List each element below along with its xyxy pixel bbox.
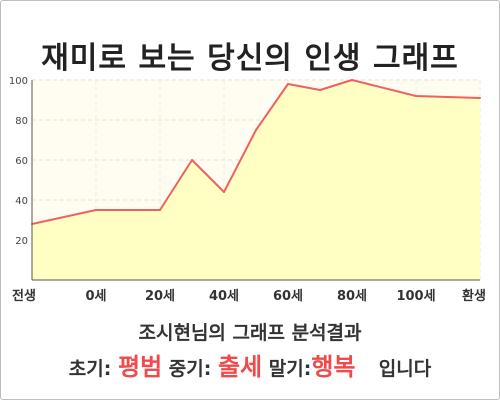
data-point xyxy=(159,209,161,211)
page-title: 재미로 보는 당신의 인생 그래프 xyxy=(41,41,459,76)
data-point xyxy=(319,89,321,91)
x-tick-label: 전생 xyxy=(12,288,36,304)
x-tick-label: 환생 xyxy=(462,288,486,304)
data-point xyxy=(223,191,225,193)
mid-label: 중기: xyxy=(168,358,212,380)
y-tick-label: 100 xyxy=(9,76,28,87)
y-tick-label: 40 xyxy=(15,196,28,207)
data-point xyxy=(479,97,481,99)
data-point xyxy=(447,96,449,98)
data-point xyxy=(95,209,97,211)
summary-suffix: 입니다 xyxy=(378,358,432,380)
late-value: 행복 xyxy=(311,353,356,381)
data-point xyxy=(255,129,257,131)
data-point xyxy=(351,79,353,81)
early-label: 초기: xyxy=(68,358,112,380)
data-point xyxy=(191,159,193,161)
mid-value: 출세 xyxy=(217,353,263,381)
y-tick-label: 60 xyxy=(15,156,28,167)
data-point xyxy=(415,95,417,97)
analysis-summary: 초기: 평범 중기: 출세 말기:행복 입니다 xyxy=(0,347,500,382)
late-label: 말기: xyxy=(268,358,312,380)
series-area xyxy=(32,80,480,280)
x-tick-label: 100세 xyxy=(396,289,435,304)
x-tick-label: 60세 xyxy=(273,289,303,304)
analysis-caption: 조시현님의 그래프 분석결과 xyxy=(138,322,362,344)
data-point xyxy=(287,83,289,85)
x-tick-label: 40세 xyxy=(209,289,239,304)
series-line xyxy=(31,79,481,225)
x-tick-label: 0세 xyxy=(85,289,106,304)
y-tick-label: 80 xyxy=(15,116,28,127)
early-value: 평범 xyxy=(117,353,163,381)
y-tick-label: 20 xyxy=(15,236,28,247)
x-tick-label: 20세 xyxy=(145,289,175,304)
x-tick-label: 80세 xyxy=(337,289,367,304)
